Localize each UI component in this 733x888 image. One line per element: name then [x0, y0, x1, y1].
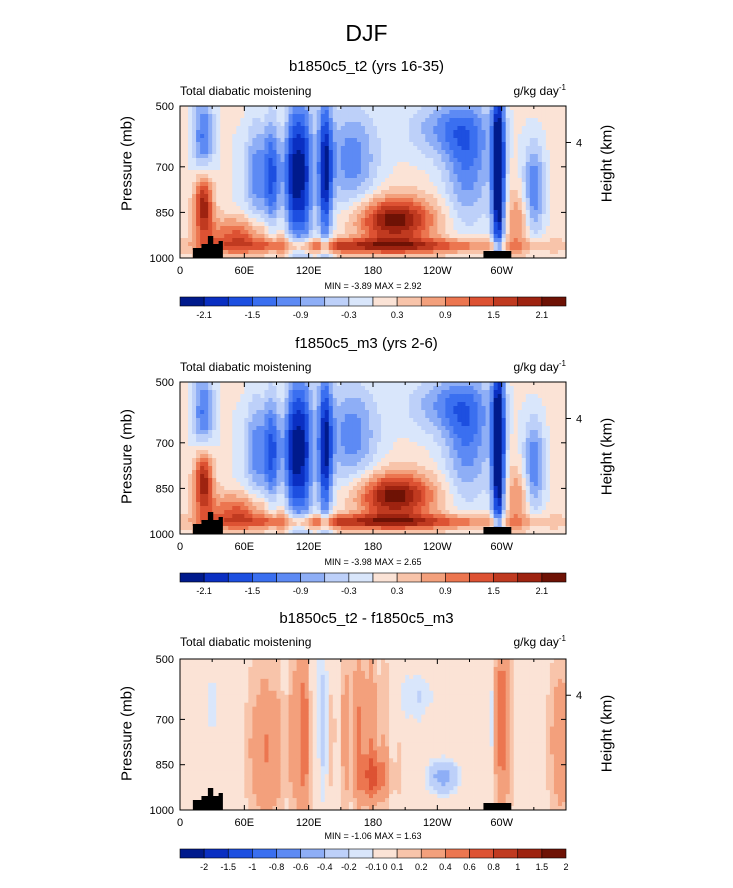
panel-2-colorbar-label-2: -0.9	[293, 586, 309, 596]
panel-3-colorbar: -2 -1.5 -1 -0.8 -0.6 -0.4 -0.2 -0.1 0 0.1 0.2 0.4 0.…	[179, 848, 569, 872]
panel-2-ytick-2: 850	[156, 483, 174, 495]
panel-2-colorbar-label-4: 0.3	[391, 586, 404, 596]
panel-1-left-string: Total diabatic moistening	[180, 84, 312, 98]
panel-3-xtick-1: 60E	[235, 817, 255, 829]
panel-2-colorbar-label-7: 2.1	[536, 586, 549, 596]
panel-1-ytick-2: 850	[156, 207, 174, 219]
panel-3-colorbar-label-4: -0.6	[293, 862, 309, 872]
panel-3-xtick-4: 120W	[423, 817, 452, 829]
panel-1-xtick-0: 0	[177, 265, 183, 277]
panel-3-colorbar-label-8: 0	[383, 862, 388, 872]
panel-2-colorbar: -2.1 -1.5 -0.9 -0.3 0.3 0.9 1.5 2.1	[179, 572, 567, 596]
panel-1-xtick-1: 60E	[235, 265, 255, 277]
panel-1-colorbar-label-1: -1.5	[245, 310, 261, 320]
panel-2-ytick-3: 1000	[150, 529, 174, 541]
panel-3-colorbar-label-0: -2	[200, 862, 208, 872]
panel-3-colorbar-label-15: 1.5	[536, 862, 549, 872]
panel-1-colorbar-label-0: -2.1	[196, 310, 212, 320]
panel-1-colorbar-label-5: 0.9	[439, 310, 452, 320]
panel-3-colorbar-label-12: 0.6	[463, 862, 476, 872]
figure-title: DJF	[345, 20, 388, 46]
panel-3-units: g/kg day-1	[513, 634, 567, 649]
panel-3-xtick-3: 180	[364, 817, 382, 829]
panel-3-colorbar-label-11: 0.4	[439, 862, 452, 872]
panel-3-ytick-3: 1000	[150, 805, 174, 817]
panel-3-colorbar-label-5: -0.4	[317, 862, 333, 872]
panel-2-colorbar-label-1: -1.5	[245, 586, 261, 596]
panel-1-field	[180, 106, 567, 259]
panel-1-colorbar: -2.1 -1.5 -0.9 -0.3 0.3 0.9 1.5 2.1	[179, 296, 567, 320]
panel-1-colorbar-label-6: 1.5	[487, 310, 500, 320]
panel-3-field	[180, 659, 567, 811]
panel-1-colorbar-label-4: 0.3	[391, 310, 404, 320]
panel-2-xtick-3: 180	[364, 541, 382, 553]
panel-2-colorbar-label-6: 1.5	[487, 586, 500, 596]
panel-2-colorbar-label-0: -2.1	[196, 586, 212, 596]
panel-1-ytick-0: 500	[156, 101, 174, 113]
panel-2-ytick-1: 700	[156, 438, 174, 450]
panel-3-colorbar-label-10: 0.2	[415, 862, 428, 872]
panel-1-colorbar-label-3: -0.3	[341, 310, 357, 320]
panel-3-xtick-0: 0	[177, 817, 183, 829]
panel-3-colorbar-label-14: 1	[515, 862, 520, 872]
panel-3-stats: MIN = -1.06 MAX = 1.63	[324, 831, 422, 841]
panel-3-ytick-0: 500	[156, 654, 174, 666]
panel-2-left-string: Total diabatic moistening	[180, 360, 312, 374]
panel-1-units: g/kg day-1	[513, 83, 567, 98]
panel-3-ytick-2: 850	[156, 760, 174, 772]
panel-2-colorbar-label-5: 0.9	[439, 586, 452, 596]
panel-2-units: g/kg day-1	[513, 359, 567, 374]
panel-1-xtick-2: 120E	[296, 265, 322, 277]
panel-3-ytick-1: 700	[156, 714, 174, 726]
panel-3-xtick-2: 120E	[296, 817, 322, 829]
panel-2-xtick-1: 60E	[235, 541, 255, 553]
panel-3-title: b1850c5_t2 - f1850c5_m3	[279, 610, 454, 627]
panel-2-xtick-5: 60W	[490, 541, 513, 553]
panel-1-colorbar-label-2: -0.9	[293, 310, 309, 320]
panel-2-field	[180, 382, 567, 535]
panel-3-ylabel-right: Height (km)	[598, 694, 616, 773]
panel-3-colorbar-label-6: -0.2	[341, 862, 357, 872]
panel-1-ytick-3: 1000	[150, 253, 174, 265]
panel-3-colorbar-label-16: 2	[563, 862, 568, 872]
panel-1-ytick-1: 700	[156, 162, 174, 174]
panel-2-ylabel: Pressure (mb)	[118, 408, 136, 505]
panel-1-stats: MIN = -3.89 MAX = 2.92	[324, 281, 422, 291]
panel-1-xtick-4: 120W	[423, 265, 452, 277]
panel-3-colorbar-label-2: -1	[248, 862, 256, 872]
panel-1-xtick-5: 60W	[490, 265, 513, 277]
panel-2-title: f1850c5_m3 (yrs 2-6)	[295, 335, 438, 352]
panel-1-title: b1850c5_t2 (yrs 16-35)	[288, 58, 445, 75]
panel-3-xtick-5: 60W	[490, 817, 513, 829]
panel-1-land	[192, 236, 512, 258]
panel-2-ytick-0: 500	[156, 377, 174, 389]
panel-2-ytick-right-0: 4	[576, 413, 582, 425]
panel-3-land	[192, 788, 512, 810]
panel-2-xtick-2: 120E	[296, 541, 322, 553]
panel-3-colorbar-label-13: 0.8	[487, 862, 500, 872]
panel-1-colorbar-label-7: 2.1	[536, 310, 549, 320]
panel-2-xtick-0: 0	[177, 541, 183, 553]
panel-2-xtick-4: 120W	[423, 541, 452, 553]
panel-1-ytick-right-0: 4	[576, 137, 582, 149]
panel-3-left-string: Total diabatic moistening	[180, 635, 312, 649]
panel-1-xtick-3: 180	[364, 265, 382, 277]
panel-3-colorbar-label-7: -0.1	[365, 862, 381, 872]
panel-2-ylabel-right: Height (km)	[598, 417, 616, 496]
panel-2-land	[192, 512, 512, 534]
panel-3-colorbar-label-9: 0.1	[391, 862, 404, 872]
panel-3-colorbar-label-1: -1.5	[220, 862, 236, 872]
panel-2-stats: MIN = -3.98 MAX = 2.65	[324, 557, 422, 567]
panel-3-ytick-right-0: 4	[576, 690, 582, 702]
panel-3-ylabel: Pressure (mb)	[118, 685, 136, 782]
panel-3-colorbar-label-3: -0.8	[269, 862, 285, 872]
panel-2-colorbar-label-3: -0.3	[341, 586, 357, 596]
